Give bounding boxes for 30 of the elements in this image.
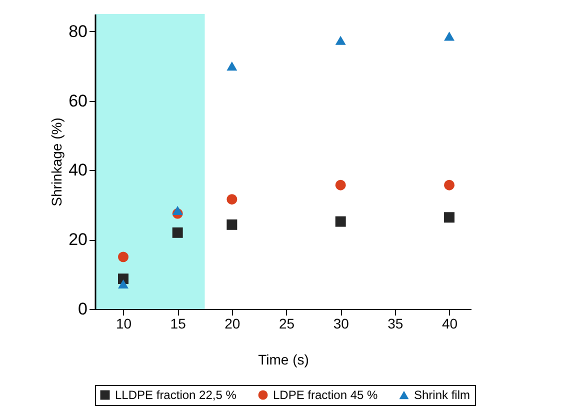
point xyxy=(444,32,455,41)
point xyxy=(172,206,183,215)
y-tick-label: 40 xyxy=(68,160,88,180)
x-tick-label: 25 xyxy=(278,316,295,332)
x-tick-label: 30 xyxy=(333,316,350,332)
y-tick-label: 0 xyxy=(78,300,88,318)
point xyxy=(118,252,128,262)
x-tick-label: 10 xyxy=(116,316,132,332)
x-tick-label: 40 xyxy=(442,316,458,332)
x-tick-label: 20 xyxy=(224,316,240,332)
point xyxy=(226,219,238,230)
x-tick-label: 15 xyxy=(170,316,186,332)
point xyxy=(335,180,346,190)
point xyxy=(226,194,238,205)
legend-label: LDPE fraction 45 % xyxy=(273,388,378,402)
point xyxy=(444,212,455,223)
legend-label: LLDPE fraction 22,5 % xyxy=(115,388,237,402)
x-axis-title: Time (s) xyxy=(258,352,309,368)
y-axis-title: Shrinkage (%) xyxy=(48,118,65,206)
point xyxy=(226,62,238,71)
y-tick-label: 80 xyxy=(68,22,88,41)
legend-label: Shrink film xyxy=(414,388,470,402)
point xyxy=(118,279,128,289)
y-tick-label: 60 xyxy=(68,91,88,110)
point xyxy=(335,36,346,45)
x-tick-label: 35 xyxy=(388,316,404,332)
point xyxy=(335,216,346,227)
point xyxy=(172,227,183,238)
point xyxy=(444,180,455,190)
y-tick-label: 20 xyxy=(68,230,88,250)
